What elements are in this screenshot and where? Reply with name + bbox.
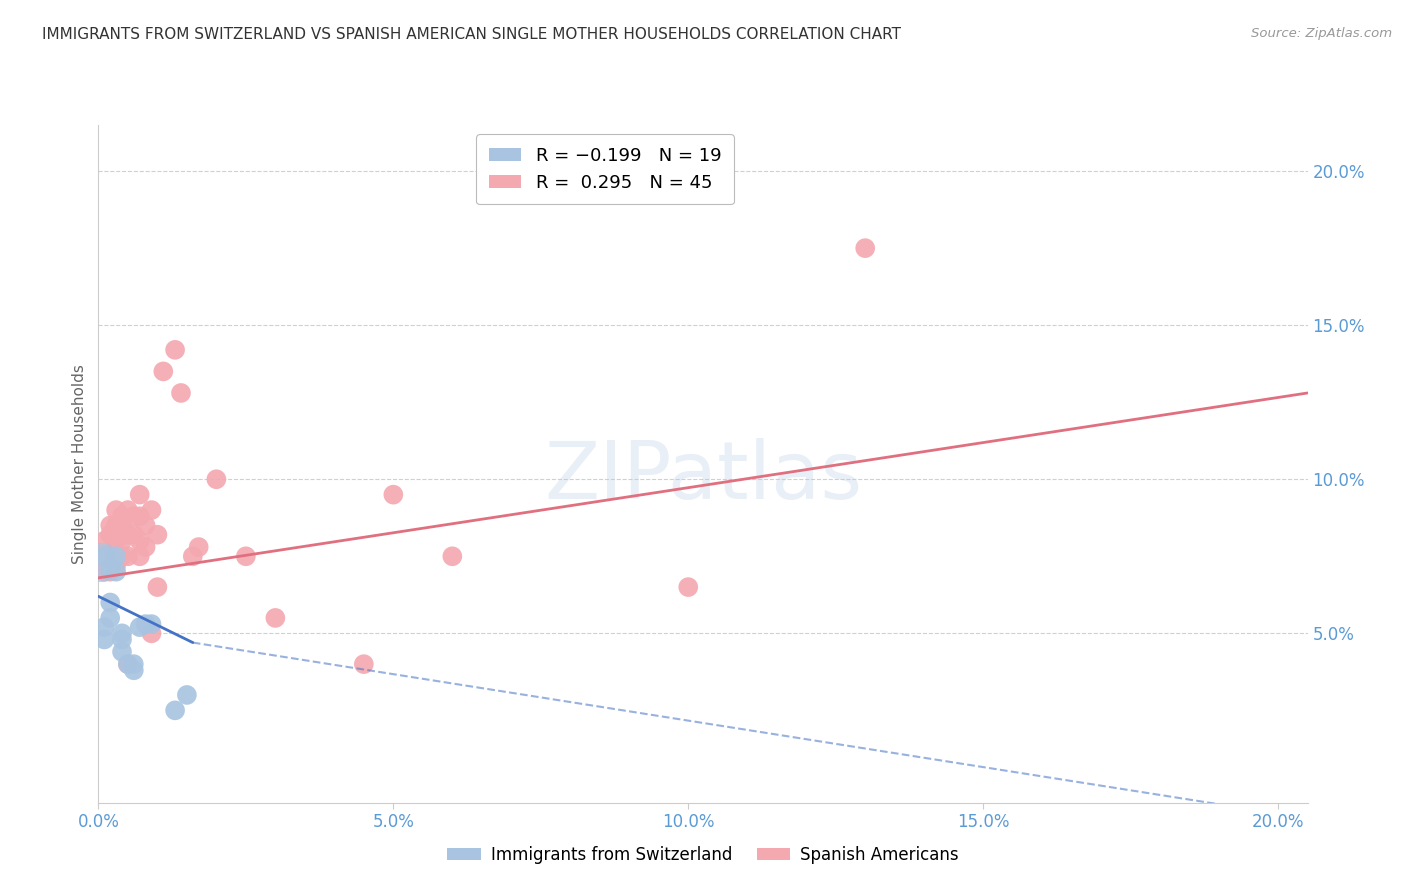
Point <box>441 549 464 564</box>
Point <box>382 488 405 502</box>
Point <box>146 580 169 594</box>
Point <box>122 657 145 672</box>
Point <box>117 527 139 541</box>
Point <box>105 558 128 573</box>
Text: IMMIGRANTS FROM SWITZERLAND VS SPANISH AMERICAN SINGLE MOTHER HOUSEHOLDS CORRELA: IMMIGRANTS FROM SWITZERLAND VS SPANISH A… <box>42 27 901 42</box>
Point <box>93 549 115 564</box>
Point <box>235 549 257 564</box>
Point <box>170 386 193 401</box>
Point <box>187 540 209 554</box>
Point <box>141 503 163 517</box>
Point <box>105 533 128 548</box>
Point <box>93 632 115 647</box>
Point <box>90 556 112 570</box>
Legend: Immigrants from Switzerland, Spanish Americans: Immigrants from Switzerland, Spanish Ame… <box>440 839 966 871</box>
Point <box>105 518 128 533</box>
Point <box>205 472 228 486</box>
Point <box>105 565 128 579</box>
Point <box>117 657 139 672</box>
Text: ZIPatlas: ZIPatlas <box>544 438 862 516</box>
Point <box>117 657 139 672</box>
Point <box>98 561 121 575</box>
Point <box>128 620 150 634</box>
Text: Source: ZipAtlas.com: Source: ZipAtlas.com <box>1251 27 1392 40</box>
Point <box>93 533 115 548</box>
Point <box>181 549 204 564</box>
Point <box>853 241 876 255</box>
Point <box>117 503 139 517</box>
Point <box>128 509 150 524</box>
Point <box>105 549 128 564</box>
Point <box>176 688 198 702</box>
Point <box>165 703 187 717</box>
Point <box>122 663 145 677</box>
Point <box>122 509 145 524</box>
Point <box>165 343 187 357</box>
Point <box>135 518 157 533</box>
Point <box>93 565 115 579</box>
Point <box>98 565 121 579</box>
Point <box>105 503 128 517</box>
Point <box>98 527 121 541</box>
Point <box>135 540 157 554</box>
Point <box>146 527 169 541</box>
Point <box>111 518 134 533</box>
Point <box>353 657 375 672</box>
Point <box>98 611 121 625</box>
Point <box>98 549 121 564</box>
Point <box>98 518 121 533</box>
Point <box>152 364 174 378</box>
Point <box>128 549 150 564</box>
Point <box>93 549 115 564</box>
Point <box>141 626 163 640</box>
Point <box>111 626 134 640</box>
Point <box>122 527 145 541</box>
Y-axis label: Single Mother Households: Single Mother Households <box>72 364 87 564</box>
Point <box>128 488 150 502</box>
Point <box>141 617 163 632</box>
Point <box>264 611 287 625</box>
Point <box>135 617 157 632</box>
Point <box>111 549 134 564</box>
Point <box>117 549 139 564</box>
Point <box>98 595 121 609</box>
Point <box>678 580 700 594</box>
Point <box>93 620 115 634</box>
Point <box>111 533 134 548</box>
Point <box>128 533 150 548</box>
Point <box>105 549 128 564</box>
Point <box>111 645 134 659</box>
Point <box>111 509 134 524</box>
Legend: R = −0.199   N = 19, R =  0.295   N = 45: R = −0.199 N = 19, R = 0.295 N = 45 <box>477 134 734 204</box>
Point <box>111 632 134 647</box>
